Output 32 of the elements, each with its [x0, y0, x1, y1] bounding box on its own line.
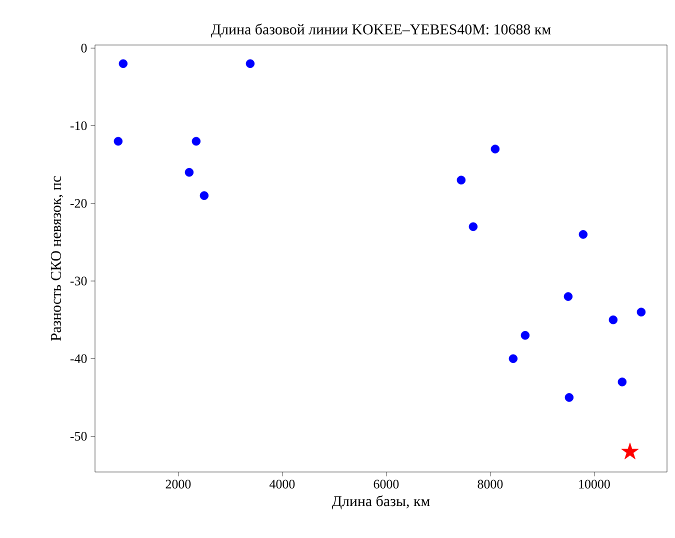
y-tick-label: 0 [81, 44, 87, 52]
point [608, 315, 618, 324]
point [636, 308, 646, 316]
point [564, 292, 573, 301]
point [618, 378, 627, 386]
point [468, 222, 478, 232]
y-axis-title: Разность СКО невязок, пс [50, 176, 64, 341]
x-tick-label: 6000 [374, 480, 399, 489]
point [246, 59, 255, 68]
point [192, 136, 201, 146]
point [118, 59, 128, 68]
point [184, 168, 194, 177]
x-tick-label: 8000 [478, 480, 503, 489]
x-tick-label: 2000 [166, 480, 191, 489]
point [200, 191, 209, 200]
point [520, 330, 530, 340]
y-tick-label: -30 [70, 276, 87, 286]
y-tick-label: -50 [70, 432, 87, 441]
x-axis-title: Длина базы, км [332, 495, 430, 510]
point [621, 442, 639, 460]
x-tick-label: 10000 [579, 480, 610, 489]
point [114, 136, 123, 146]
y-tick-label: -40 [70, 354, 87, 364]
point [508, 354, 518, 364]
x-tick-label: 4000 [270, 480, 295, 489]
chart-title: Длина базовой линии KOKEE–YEBES40M: 10688 км [210, 24, 551, 38]
point [456, 176, 466, 184]
point [564, 393, 574, 402]
y-tick-label: -10 [70, 121, 87, 130]
point [490, 144, 500, 154]
point [578, 230, 588, 239]
y-tick-label: -20 [70, 199, 87, 208]
